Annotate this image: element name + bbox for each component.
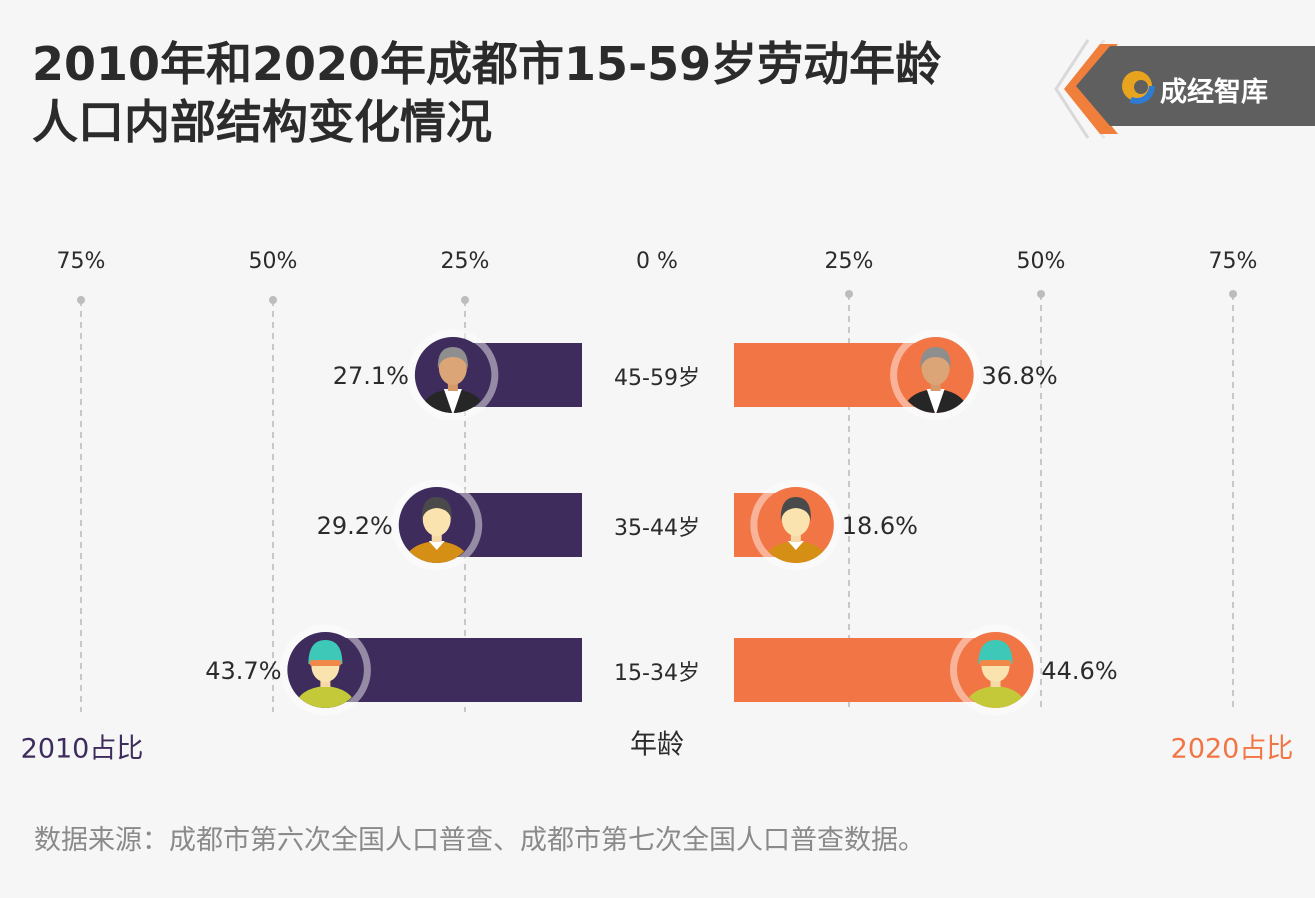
tick-dot bbox=[269, 296, 277, 304]
data-label-2010: 29.2% bbox=[317, 512, 393, 540]
young-person-cap-icon bbox=[279, 624, 371, 716]
avatar-ring bbox=[391, 479, 483, 571]
cap bbox=[308, 640, 343, 664]
tick-label-left: 75% bbox=[57, 249, 106, 274]
shirt bbox=[443, 389, 462, 413]
older-person-icon bbox=[890, 329, 982, 421]
cap bbox=[978, 640, 1013, 664]
data-label-2010: 43.7% bbox=[205, 657, 281, 685]
legend-2020: 2020占比 bbox=[1171, 734, 1294, 765]
category-label: 35-44岁 bbox=[614, 516, 700, 541]
collar bbox=[787, 541, 804, 550]
page-title: 2010年和2020年成都市15-59岁劳动年龄 人口内部结构变化情况 bbox=[32, 36, 941, 151]
category-label: 45-59岁 bbox=[614, 366, 700, 391]
brand-name: 成经智库 bbox=[1160, 77, 1268, 108]
tick-dot bbox=[1037, 290, 1045, 298]
category-axis-label: 年龄 bbox=[630, 730, 684, 761]
category-label: 15-34岁 bbox=[614, 661, 700, 686]
tshirt bbox=[963, 686, 1028, 708]
tick-dot bbox=[461, 296, 469, 304]
tshirt bbox=[293, 686, 358, 708]
face bbox=[422, 502, 451, 536]
young-person-cap-icon bbox=[950, 624, 1042, 716]
shirt bbox=[926, 389, 945, 413]
data-label-2020: 18.6% bbox=[842, 512, 918, 540]
data-label-2020: 44.6% bbox=[1041, 657, 1117, 685]
cap-band bbox=[979, 660, 1012, 666]
avatar-ring bbox=[750, 479, 842, 571]
source-note: 数据来源：成都市第六次全国人口普查、成都市第七次全国人口普查数据。 bbox=[34, 825, 925, 856]
bar-2020 bbox=[734, 638, 1000, 702]
avatar-figure bbox=[963, 640, 1028, 708]
collar bbox=[428, 541, 445, 550]
title-line-2: 人口内部结构变化情况 bbox=[32, 94, 492, 149]
older-person-icon bbox=[407, 329, 499, 421]
face bbox=[438, 351, 467, 385]
hair bbox=[780, 497, 811, 521]
middle-aged-person-icon bbox=[750, 479, 842, 571]
avatar-ring bbox=[950, 624, 1042, 716]
tick-dot bbox=[845, 290, 853, 298]
data-label-2010: 27.1% bbox=[333, 362, 409, 390]
bar-2010 bbox=[321, 638, 582, 702]
avatar-ring bbox=[407, 329, 499, 421]
avatar-figure bbox=[901, 347, 970, 413]
tick-label-zero: 0 % bbox=[636, 249, 678, 274]
hair bbox=[421, 497, 452, 521]
avatar-ring bbox=[279, 624, 371, 716]
tick-label-right: 75% bbox=[1209, 249, 1258, 274]
middle-aged-person-icon bbox=[391, 479, 483, 571]
face bbox=[921, 351, 950, 385]
tick-dot bbox=[77, 296, 85, 304]
tick-label-left: 25% bbox=[441, 249, 490, 274]
tick-label-left: 50% bbox=[249, 249, 298, 274]
hair bbox=[437, 347, 468, 369]
tick-dot bbox=[1229, 290, 1237, 298]
legend-2010: 2010占比 bbox=[21, 734, 144, 765]
tick-label-right: 50% bbox=[1017, 249, 1066, 274]
brand-badge bbox=[1054, 39, 1315, 139]
cap-band bbox=[309, 660, 342, 666]
face bbox=[781, 502, 810, 536]
data-label-2020: 36.8% bbox=[981, 362, 1057, 390]
avatar-figure bbox=[293, 640, 358, 708]
avatar-ring bbox=[890, 329, 982, 421]
tick-label-right: 25% bbox=[825, 249, 874, 274]
hair bbox=[920, 347, 951, 369]
avatar-figure bbox=[418, 347, 487, 413]
title-line-1: 2010年和2020年成都市15-59岁劳动年龄 bbox=[32, 37, 942, 91]
cjzk-logo-icon bbox=[1119, 68, 1155, 104]
